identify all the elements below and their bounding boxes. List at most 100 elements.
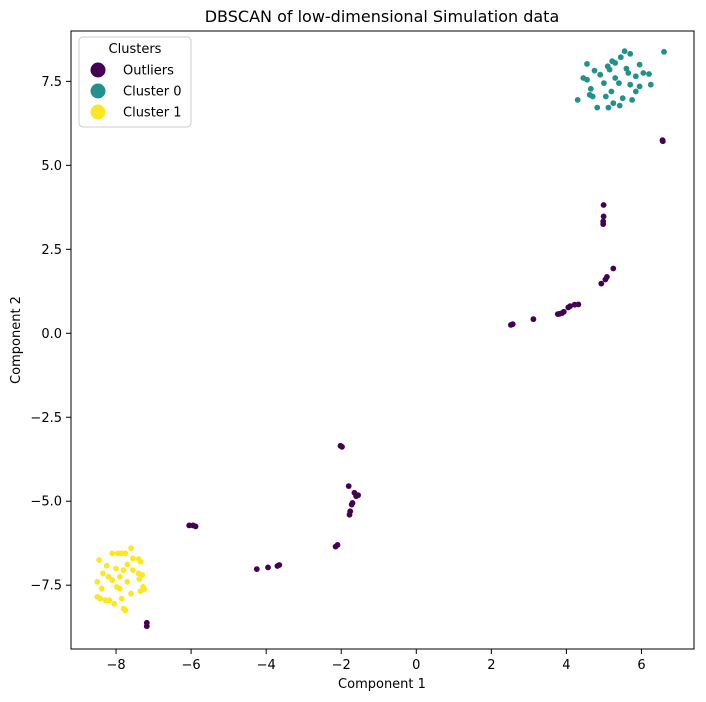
- data-point-series-1: [619, 95, 626, 102]
- data-point-series-0: [346, 511, 353, 518]
- data-point-series-0: [600, 221, 607, 228]
- data-point-series-0: [659, 137, 666, 144]
- data-point-series-2: [113, 584, 120, 590]
- data-point-series-1: [646, 71, 652, 77]
- data-point-series-0: [602, 276, 609, 283]
- data-point-series-1: [632, 73, 639, 80]
- data-point-series-1: [627, 81, 634, 88]
- x-tick-label: −2: [332, 658, 351, 673]
- legend-entries: Outliers Cluster 0 Cluster 1: [90, 62, 182, 121]
- data-point-series-2: [109, 550, 116, 557]
- x-tick-label: 6: [637, 658, 645, 673]
- data-point-series-0: [253, 566, 260, 572]
- data-point-series-1: [625, 70, 632, 76]
- y-tick-label: 2.5: [41, 243, 62, 258]
- data-point-series-2: [94, 578, 101, 585]
- data-point-series-2: [122, 607, 129, 614]
- legend-label: Outliers: [123, 64, 174, 79]
- data-point-series-2: [103, 562, 110, 569]
- data-point-series-2: [128, 590, 134, 597]
- data-point-series-1: [647, 81, 654, 88]
- data-point-series-2: [124, 561, 131, 568]
- x-tick-label: −4: [257, 658, 276, 673]
- legend-label: Cluster 0: [123, 85, 182, 100]
- data-point-series-1: [601, 80, 607, 86]
- data-point-series-0: [610, 265, 617, 272]
- data-point-series-1: [629, 97, 635, 103]
- data-point-series-0: [565, 304, 572, 311]
- data-point-series-2: [106, 597, 113, 604]
- data-point-series-2: [109, 577, 116, 583]
- data-point-series-2: [128, 545, 134, 552]
- data-point-series-0: [143, 623, 150, 630]
- chart-title: DBSCAN of low-dimensional Simulation dat…: [205, 7, 560, 26]
- data-point-series-0: [339, 443, 345, 450]
- data-point-series-0: [600, 202, 607, 208]
- data-point-series-1: [617, 54, 624, 61]
- data-point-series-2: [113, 565, 119, 572]
- data-point-series-1: [632, 88, 639, 95]
- data-point-series-2: [100, 570, 106, 577]
- data-point-series-1: [597, 71, 604, 78]
- y-tick-label: 0.0: [41, 327, 62, 342]
- data-point-series-2: [98, 585, 105, 592]
- data-point-series-2: [115, 550, 121, 557]
- legend-frame: [78, 36, 192, 128]
- data-point-series-1: [661, 48, 667, 55]
- data-point-series-2: [136, 576, 143, 582]
- y-tick-label: −7.5: [30, 579, 62, 594]
- data-point-series-2: [105, 573, 112, 580]
- data-point-series-1: [612, 75, 619, 81]
- data-point-series-2: [120, 567, 127, 573]
- data-point-series-1: [608, 88, 615, 95]
- data-point-series-1: [610, 100, 617, 107]
- data-point-series-2: [118, 595, 125, 602]
- plot-frame: [70, 30, 695, 650]
- axis-ticks: −8 −6 −4 −2 0 2 4 6 −7.5 −5.0 −2.5 0.0 2.5 5.0 7.5: [30, 75, 645, 673]
- x-tick-label: 4: [562, 658, 570, 673]
- data-point-series-0: [186, 522, 193, 529]
- data-point-series-1: [584, 76, 590, 83]
- data-point-series-0: [265, 564, 271, 571]
- data-point-series-0: [598, 280, 605, 287]
- data-point-series-2: [116, 573, 123, 580]
- data-point-series-2: [124, 578, 131, 585]
- data-point-series-1: [616, 102, 623, 109]
- x-axis-label: Component 1: [338, 677, 426, 692]
- data-point-series-0: [348, 501, 355, 508]
- data-point-series-1: [574, 97, 581, 103]
- data-point-series-2: [96, 557, 102, 563]
- x-tick-label: −6: [182, 658, 201, 673]
- y-axis-label: Component 2: [9, 296, 24, 384]
- data-point-series-0: [571, 301, 578, 308]
- data-point-series-1: [584, 61, 590, 67]
- data-point-series-2: [97, 595, 104, 602]
- data-point-series-1: [636, 61, 643, 68]
- data-point-series-1: [602, 93, 609, 100]
- y-tick-label: 5.0: [41, 159, 62, 174]
- data-point-series-1: [591, 67, 598, 74]
- data-point-series-0: [332, 543, 339, 550]
- data-point-series-0: [192, 523, 199, 530]
- y-tick-label: −5.0: [30, 495, 62, 510]
- data-point-series-1: [623, 65, 630, 72]
- data-point-series-1: [640, 70, 647, 76]
- data-point-series-1: [605, 104, 612, 111]
- y-tick-label: 7.5: [41, 75, 62, 90]
- data-point-series-0: [355, 492, 361, 499]
- data-point-series-0: [530, 316, 537, 323]
- data-point-series-1: [616, 80, 622, 86]
- y-tick-label: −2.5: [30, 411, 62, 426]
- data-point-series-2: [139, 572, 146, 578]
- data-point-series-0: [600, 213, 607, 220]
- data-point-series-0: [508, 322, 514, 328]
- legend-title: Clusters: [109, 42, 162, 57]
- x-tick-label: −8: [106, 658, 125, 673]
- legend-label: Cluster 1: [123, 106, 182, 121]
- legend: Clusters Outliers Cluster 0 Cluster 1: [78, 36, 192, 128]
- data-point-series-1: [612, 60, 619, 66]
- data-point-series-1: [636, 83, 643, 90]
- data-point-series-2: [137, 588, 144, 595]
